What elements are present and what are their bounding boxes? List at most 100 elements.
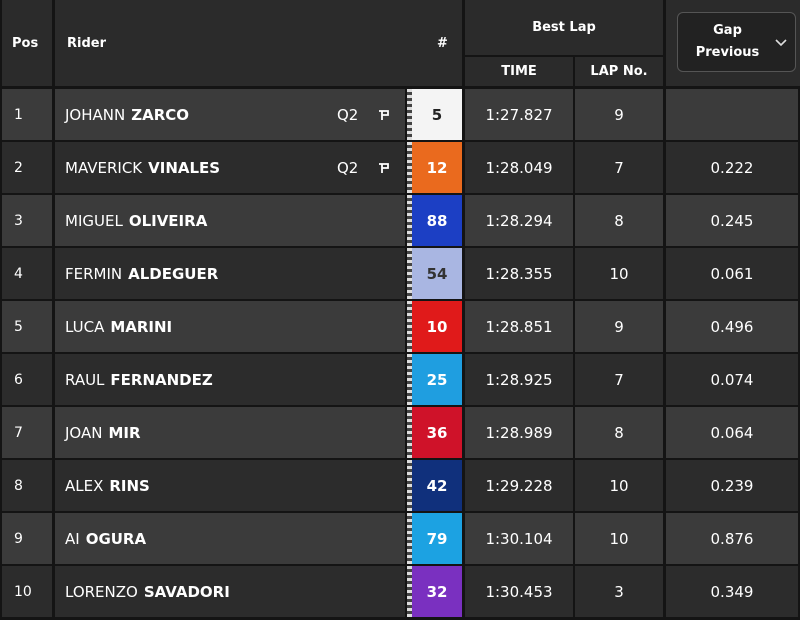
rider-last-name: OGURA bbox=[85, 529, 147, 548]
gap-previous: 0.074 bbox=[666, 354, 798, 405]
rider-cell: JOHANN ZARCO Q2 bbox=[55, 89, 405, 140]
rider-cell: AI OGURA bbox=[55, 513, 405, 564]
number-badge: 5 bbox=[412, 89, 462, 140]
header-pos: Pos bbox=[2, 0, 52, 86]
number-badge: 12 bbox=[412, 142, 462, 193]
badge-stripe bbox=[407, 195, 412, 246]
rider-last-name: MARINI bbox=[110, 317, 173, 336]
gap-previous: 0.245 bbox=[666, 195, 798, 246]
rider-first-name: JOHANN bbox=[65, 105, 126, 124]
lap-time: 1:28.925 bbox=[465, 354, 573, 405]
gap-previous: 0.876 bbox=[666, 513, 798, 564]
gap-previous: 0.061 bbox=[666, 248, 798, 299]
header-time: TIME bbox=[465, 57, 573, 86]
badge-stripe bbox=[407, 354, 412, 405]
pos-cell: 1 bbox=[2, 89, 52, 140]
badge-stripe bbox=[407, 513, 412, 564]
badge-stripe bbox=[407, 142, 412, 193]
lap-time: 1:30.453 bbox=[465, 566, 573, 617]
rider-last-name: ZARCO bbox=[131, 105, 190, 124]
lap-time: 1:28.355 bbox=[465, 248, 573, 299]
badge-stripe bbox=[407, 407, 412, 458]
pos-cell: 8 bbox=[2, 460, 52, 511]
rider-first-name: ALEX bbox=[65, 476, 104, 495]
gap-previous: 0.239 bbox=[666, 460, 798, 511]
rider-first-name: RAUL bbox=[65, 370, 105, 389]
rider-last-name: SAVADORI bbox=[143, 582, 230, 601]
gap-dropdown[interactable]: Gap Previous bbox=[677, 12, 796, 72]
number-badge: 10 bbox=[412, 301, 462, 352]
gap-previous: 0.496 bbox=[666, 301, 798, 352]
rider-last-name: FERNANDEZ bbox=[110, 370, 213, 389]
lap-time: 1:28.049 bbox=[465, 142, 573, 193]
pit-icon bbox=[379, 110, 389, 120]
header-rider: Rider bbox=[67, 35, 106, 51]
rider-cell: FERMIN ALDEGUER bbox=[55, 248, 405, 299]
badge-stripe bbox=[407, 248, 412, 299]
rider-cell: ALEX RINS bbox=[55, 460, 405, 511]
number-badge: 42 bbox=[412, 460, 462, 511]
header-number: # bbox=[437, 35, 448, 51]
number-badge: 54 bbox=[412, 248, 462, 299]
badge-stripe bbox=[407, 301, 412, 352]
pit-icon bbox=[379, 163, 389, 173]
lap-number: 10 bbox=[575, 248, 663, 299]
pos-cell: 5 bbox=[2, 301, 52, 352]
header-lap-no: LAP No. bbox=[575, 57, 663, 86]
lap-number: 8 bbox=[575, 195, 663, 246]
lap-number: 8 bbox=[575, 407, 663, 458]
rider-cell: LORENZO SAVADORI bbox=[55, 566, 405, 617]
gap-previous: 0.222 bbox=[666, 142, 798, 193]
rider-last-name: VINALES bbox=[148, 158, 221, 177]
chevron-icon bbox=[775, 39, 787, 47]
pos-cell: 4 bbox=[2, 248, 52, 299]
gap-previous bbox=[666, 89, 798, 140]
badge-stripe bbox=[407, 89, 412, 140]
pos-cell: 6 bbox=[2, 354, 52, 405]
lap-number: 7 bbox=[575, 142, 663, 193]
lap-number: 10 bbox=[575, 460, 663, 511]
badge-stripe bbox=[407, 460, 412, 511]
number-badge: 32 bbox=[412, 566, 462, 617]
rider-last-name: OLIVEIRA bbox=[128, 211, 208, 230]
lap-number: 7 bbox=[575, 354, 663, 405]
rider-cell: MIGUEL OLIVEIRA bbox=[55, 195, 405, 246]
lap-time: 1:30.104 bbox=[465, 513, 573, 564]
rider-last-name: ALDEGUER bbox=[128, 264, 219, 283]
header-rider-cell: Rider # bbox=[55, 0, 462, 86]
rider-cell: LUCA MARINI bbox=[55, 301, 405, 352]
pos-cell: 10 bbox=[2, 566, 52, 617]
number-badge: 88 bbox=[412, 195, 462, 246]
rider-first-name: LUCA bbox=[65, 317, 105, 336]
rider-last-name: RINS bbox=[109, 476, 150, 495]
number-badge: 25 bbox=[412, 354, 462, 405]
rider-cell: JOAN MIR bbox=[55, 407, 405, 458]
header-gap-cell: Gap Previous bbox=[666, 0, 800, 86]
lap-time: 1:27.827 bbox=[465, 89, 573, 140]
rider-last-name: MIR bbox=[108, 423, 141, 442]
rider-cell: RAUL FERNANDEZ bbox=[55, 354, 405, 405]
rider-first-name: FERMIN bbox=[65, 264, 123, 283]
lap-time: 1:28.851 bbox=[465, 301, 573, 352]
pos-cell: 2 bbox=[2, 142, 52, 193]
number-badge: 36 bbox=[412, 407, 462, 458]
pos-cell: 3 bbox=[2, 195, 52, 246]
lap-time: 1:28.294 bbox=[465, 195, 573, 246]
header-best-lap: Best Lap bbox=[465, 0, 663, 55]
badge-stripe bbox=[407, 566, 412, 617]
lap-number: 10 bbox=[575, 513, 663, 564]
number-badge: 79 bbox=[412, 513, 462, 564]
lap-time: 1:28.989 bbox=[465, 407, 573, 458]
rider-first-name: LORENZO bbox=[65, 582, 138, 601]
rider-first-name: JOAN bbox=[65, 423, 103, 442]
rider-cell: MAVERICK VINALES Q2 bbox=[55, 142, 405, 193]
rider-first-name: MAVERICK bbox=[65, 158, 143, 177]
lap-number: 9 bbox=[575, 301, 663, 352]
rider-first-name: MIGUEL bbox=[65, 211, 123, 230]
pos-cell: 9 bbox=[2, 513, 52, 564]
lap-number: 9 bbox=[575, 89, 663, 140]
pos-cell: 7 bbox=[2, 407, 52, 458]
session-tag: Q2 bbox=[337, 158, 359, 177]
lap-time: 1:29.228 bbox=[465, 460, 573, 511]
